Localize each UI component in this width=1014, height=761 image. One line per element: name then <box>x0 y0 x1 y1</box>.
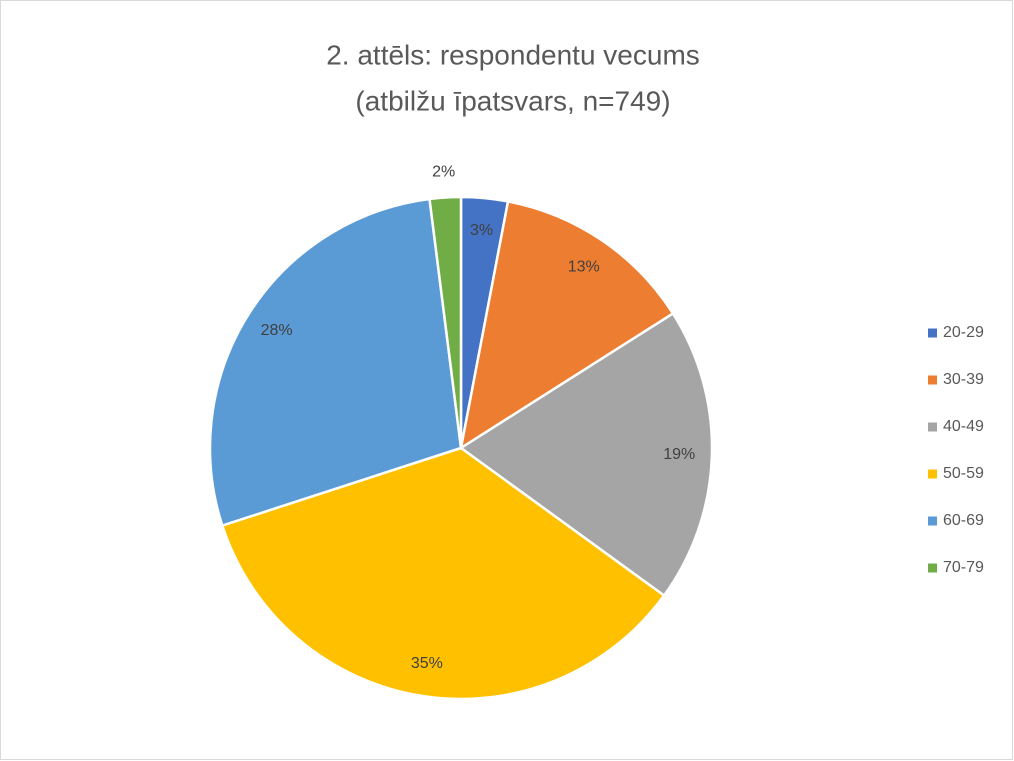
data-label: 19% <box>663 446 695 463</box>
pie-slice <box>220 446 666 701</box>
chart-title: 2. attēls: respondentu vecums <box>326 39 700 70</box>
legend-swatch <box>928 516 937 526</box>
pie-slice <box>428 195 463 449</box>
data-label: 35% <box>411 655 443 672</box>
legend-label: 20-29 <box>943 324 984 341</box>
legend-label: 50-59 <box>943 465 984 482</box>
legend-swatch <box>928 375 937 385</box>
legend-swatch <box>928 328 937 338</box>
legend-swatch <box>928 469 937 479</box>
legend-label: 60-69 <box>943 512 984 529</box>
pie-slice <box>458 311 714 598</box>
legend-label: 30-39 <box>943 371 984 388</box>
pie-slice <box>459 199 675 451</box>
data-label: 13% <box>568 259 600 276</box>
legend-swatch <box>928 563 937 573</box>
legend-label: 40-49 <box>943 418 984 435</box>
pie-slice <box>208 197 463 528</box>
data-label: 3% <box>470 222 493 239</box>
legend-swatch <box>928 422 937 432</box>
legend-label: 70-79 <box>943 559 984 576</box>
data-label: 28% <box>261 322 293 339</box>
data-label: 2% <box>432 164 455 181</box>
chart-title: (atbilžu īpatsvars, n=749) <box>355 85 670 116</box>
